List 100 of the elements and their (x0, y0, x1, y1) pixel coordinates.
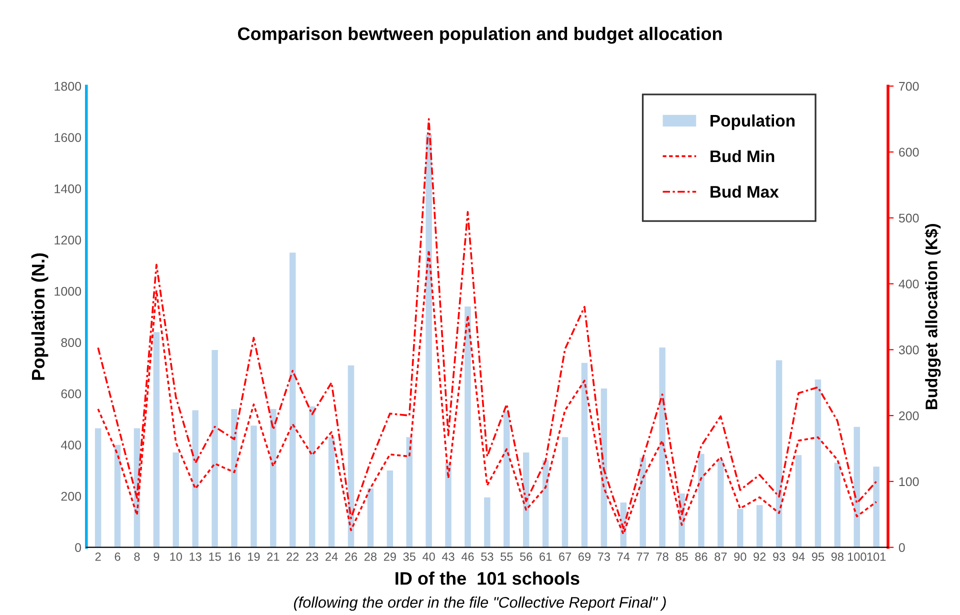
y2-tick-label: 300 (898, 345, 919, 354)
x-tick-label: 61 (540, 552, 552, 561)
bar (776, 360, 782, 548)
x-tick-label: 55 (500, 552, 513, 561)
x-tick-label: 9 (154, 552, 160, 561)
x-tick-label: 28 (364, 552, 377, 561)
x-tick-label: 67 (559, 552, 571, 561)
bar (698, 454, 704, 548)
bar (600, 388, 608, 548)
bar (153, 332, 160, 548)
bar (542, 460, 549, 548)
x-tick-label: 43 (442, 552, 454, 561)
x-tick-label: 29 (384, 552, 396, 561)
x-tick-label: 21 (267, 552, 280, 561)
x-tick-label: 93 (773, 552, 786, 561)
bar (426, 134, 432, 548)
x-tick-label: 101 (867, 552, 886, 561)
bar (504, 412, 510, 548)
bar (562, 437, 568, 548)
x-tick-label: 98 (831, 552, 844, 561)
y2-tick-label: 0 (898, 543, 905, 552)
bar (484, 497, 490, 548)
y2-tick-label: 200 (899, 411, 919, 420)
legend-label: Population (710, 114, 795, 130)
x-tick-label: 8 (134, 552, 140, 561)
bar (348, 365, 354, 548)
x-tick-label: 46 (461, 552, 474, 561)
x-tick-label: 78 (656, 552, 668, 561)
x-tick-label: 85 (676, 552, 688, 561)
bar (464, 306, 471, 548)
x-tick-label: 22 (286, 552, 299, 561)
x-tick-label: 56 (520, 552, 532, 561)
x-tick-label: 92 (754, 552, 766, 561)
y2-axis-title: Budgget allocation (K$) (924, 224, 941, 410)
x-tick-label: 77 (636, 552, 649, 561)
x-tick-label: 69 (578, 552, 590, 561)
y-tick-label: 800 (61, 338, 82, 347)
y2-tick-label: 100 (899, 477, 919, 486)
y-tick-label: 1800 (54, 82, 82, 91)
x-tick-label: 24 (326, 552, 338, 561)
chart-title: Comparison bewtween population and budget allocation (238, 26, 722, 44)
x-axis-title: ID of the 101 schools (396, 572, 580, 585)
bar (718, 460, 724, 548)
x-tick-label: 95 (812, 552, 824, 561)
x-tick-label: 40 (422, 552, 435, 561)
bar (386, 470, 394, 548)
x-tick-label: 35 (403, 552, 416, 561)
y-tick-label: 1400 (54, 184, 82, 194)
x-tick-label: 94 (792, 552, 805, 561)
x-tick-label: 86 (695, 552, 708, 561)
y-tick-label: 200 (61, 492, 82, 501)
x-tick-label: 100 (848, 552, 866, 561)
bar (581, 362, 588, 548)
text: (following the order in the file "Collective Report Final" ) (294, 596, 666, 611)
y-tick-label: 400 (60, 440, 82, 450)
bar (795, 455, 802, 548)
legend-label: Bud Min (710, 150, 774, 162)
bar (640, 458, 646, 548)
x-tick-label: 87 (714, 552, 727, 561)
bar (814, 380, 822, 548)
x-tick-label: 6 (114, 552, 120, 561)
bar (308, 406, 316, 548)
y2-tick-label: 600 (899, 148, 919, 157)
bar (231, 408, 238, 548)
bar (212, 350, 218, 548)
y-axis-title: Population (N.) (31, 253, 48, 380)
x-tick-label: 19 (248, 552, 260, 561)
bar (367, 488, 374, 548)
bar (873, 466, 880, 548)
x-tick-label: 13 (190, 552, 202, 561)
bar (406, 437, 412, 548)
x-tick-label: 23 (306, 552, 318, 561)
bar (737, 508, 744, 548)
x-tick-label: 15 (209, 552, 221, 561)
x-tick-label: 2 (95, 552, 101, 561)
y2-tick-label: 700 (899, 82, 919, 91)
bar (854, 426, 860, 548)
x-tick-label: 90 (734, 552, 746, 561)
bar (114, 444, 121, 548)
x-tick-label: 74 (617, 552, 630, 561)
bar (328, 437, 335, 548)
bar (250, 426, 257, 548)
bar (94, 428, 102, 548)
y-tick-label: 0 (75, 543, 82, 552)
bar (172, 452, 180, 548)
bar (290, 252, 296, 548)
bar (270, 408, 276, 548)
y2-tick-label: 500 (898, 214, 919, 223)
bar (659, 347, 666, 548)
x-tick-label: 73 (598, 552, 610, 561)
bar (756, 505, 763, 548)
bar (445, 462, 452, 548)
y-tick-label: 600 (61, 389, 82, 398)
legend-label: Bud Max (710, 186, 779, 198)
x-tick-label: 26 (345, 552, 358, 561)
bar (834, 462, 841, 548)
x-tick-label: 53 (481, 552, 494, 561)
y-tick-label: 1600 (54, 133, 82, 142)
x-tick-label: 10 (170, 552, 182, 561)
bar (192, 410, 198, 548)
